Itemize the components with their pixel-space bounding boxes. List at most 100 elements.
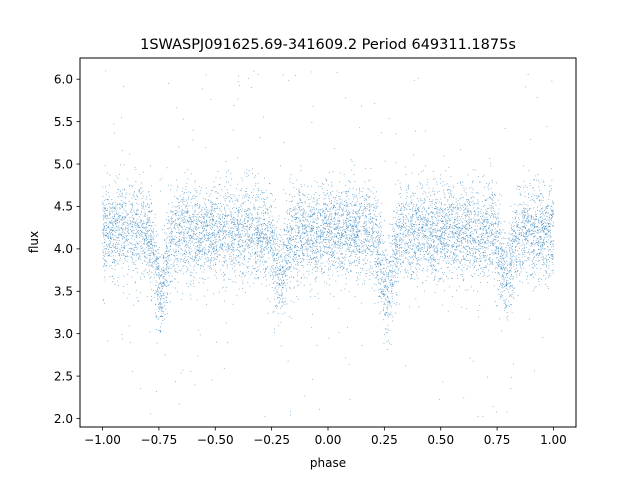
scatter-point: [426, 249, 428, 250]
scatter-point: [480, 222, 482, 224]
scatter-point: [280, 284, 282, 286]
scatter-point: [522, 226, 524, 228]
scatter-point: [198, 256, 200, 258]
scatter-point: [498, 294, 500, 295]
scatter-point: [156, 281, 158, 283]
scatter-point: [223, 265, 225, 267]
scatter-point: [248, 258, 250, 259]
scatter-point: [304, 228, 306, 230]
scatter-point: [122, 196, 124, 198]
scatter-point: [415, 231, 417, 232]
scatter-point: [500, 259, 502, 261]
scatter-point: [251, 251, 253, 253]
scatter-point: [117, 236, 118, 238]
scatter-point: [211, 208, 213, 210]
scatter-point: [285, 234, 287, 235]
scatter-point: [300, 184, 302, 185]
scatter-point: [453, 260, 455, 262]
scatter-point: [134, 198, 136, 200]
scatter-point: [314, 279, 316, 281]
scatter-point: [202, 241, 204, 243]
scatter-point: [154, 259, 156, 261]
scatter-point: [292, 277, 294, 278]
scatter-point: [267, 239, 269, 241]
scatter-point: [249, 242, 251, 244]
scatter-point: [436, 231, 438, 233]
scatter-point: [285, 255, 287, 257]
scatter-point: [226, 287, 227, 288]
scatter-point: [118, 194, 120, 195]
scatter-point: [309, 198, 311, 200]
scatter-point: [235, 239, 236, 240]
scatter-point: [448, 186, 450, 187]
scatter-point: [175, 245, 177, 247]
scatter-point: [463, 212, 465, 214]
scatter-point: [263, 213, 265, 214]
scatter-point: [434, 278, 435, 280]
scatter-point: [189, 246, 191, 247]
scatter-point: [535, 226, 537, 228]
scatter-point: [259, 254, 260, 256]
scatter-point: [302, 224, 304, 226]
scatter-point: [225, 238, 226, 239]
scatter-point: [510, 279, 512, 280]
scatter-point: [190, 222, 192, 223]
scatter-point: [501, 276, 503, 277]
scatter-point: [109, 240, 111, 242]
scatter-point: [139, 173, 141, 175]
scatter-point: [319, 230, 321, 232]
scatter-point: [466, 228, 468, 230]
scatter-point: [478, 244, 479, 246]
scatter-point: [341, 226, 342, 228]
scatter-point: [410, 231, 412, 233]
scatter-point: [447, 189, 448, 191]
scatter-point: [193, 279, 194, 281]
scatter-point: [516, 270, 518, 272]
scatter-point: [369, 213, 371, 215]
scatter-point: [103, 279, 105, 281]
scatter-point: [485, 211, 487, 213]
scatter-point: [287, 244, 288, 246]
scatter-point: [201, 250, 202, 252]
scatter-point: [461, 242, 463, 243]
scatter-point: [415, 252, 417, 253]
scatter-point: [505, 262, 507, 264]
scatter-point: [393, 250, 394, 252]
scatter-point: [212, 218, 214, 220]
scatter-point: [210, 193, 211, 195]
scatter-point: [265, 237, 267, 239]
scatter-point: [267, 243, 269, 245]
scatter-point: [115, 205, 117, 207]
scatter-point: [380, 221, 382, 223]
scatter-point: [158, 249, 160, 251]
scatter-point: [527, 217, 528, 219]
scatter-point: [293, 236, 294, 237]
scatter-point: [395, 271, 396, 273]
scatter-point: [326, 282, 327, 284]
scatter-point: [416, 219, 418, 221]
scatter-point: [122, 246, 124, 248]
scatter-point: [327, 192, 328, 194]
scatter-point: [503, 250, 505, 252]
scatter-point: [350, 219, 352, 221]
scatter-point: [135, 253, 137, 255]
scatter-point: [450, 252, 452, 254]
scatter-point: [505, 304, 506, 305]
scatter-point: [497, 225, 499, 227]
scatter-point: [284, 271, 285, 273]
scatter-point: [214, 258, 216, 259]
scatter-point: [381, 291, 383, 293]
scatter-point: [537, 238, 539, 240]
scatter-point: [247, 199, 249, 201]
scatter-point: [370, 250, 372, 252]
scatter-point: [352, 219, 354, 221]
scatter-point: [233, 257, 235, 259]
scatter-point: [291, 276, 293, 278]
scatter-point: [183, 238, 185, 240]
scatter-point: [450, 251, 452, 253]
scatter-point: [457, 236, 459, 238]
scatter-point: [291, 215, 293, 217]
scatter-point: [378, 245, 379, 247]
scatter-point: [466, 268, 468, 270]
scatter-point: [301, 202, 303, 204]
